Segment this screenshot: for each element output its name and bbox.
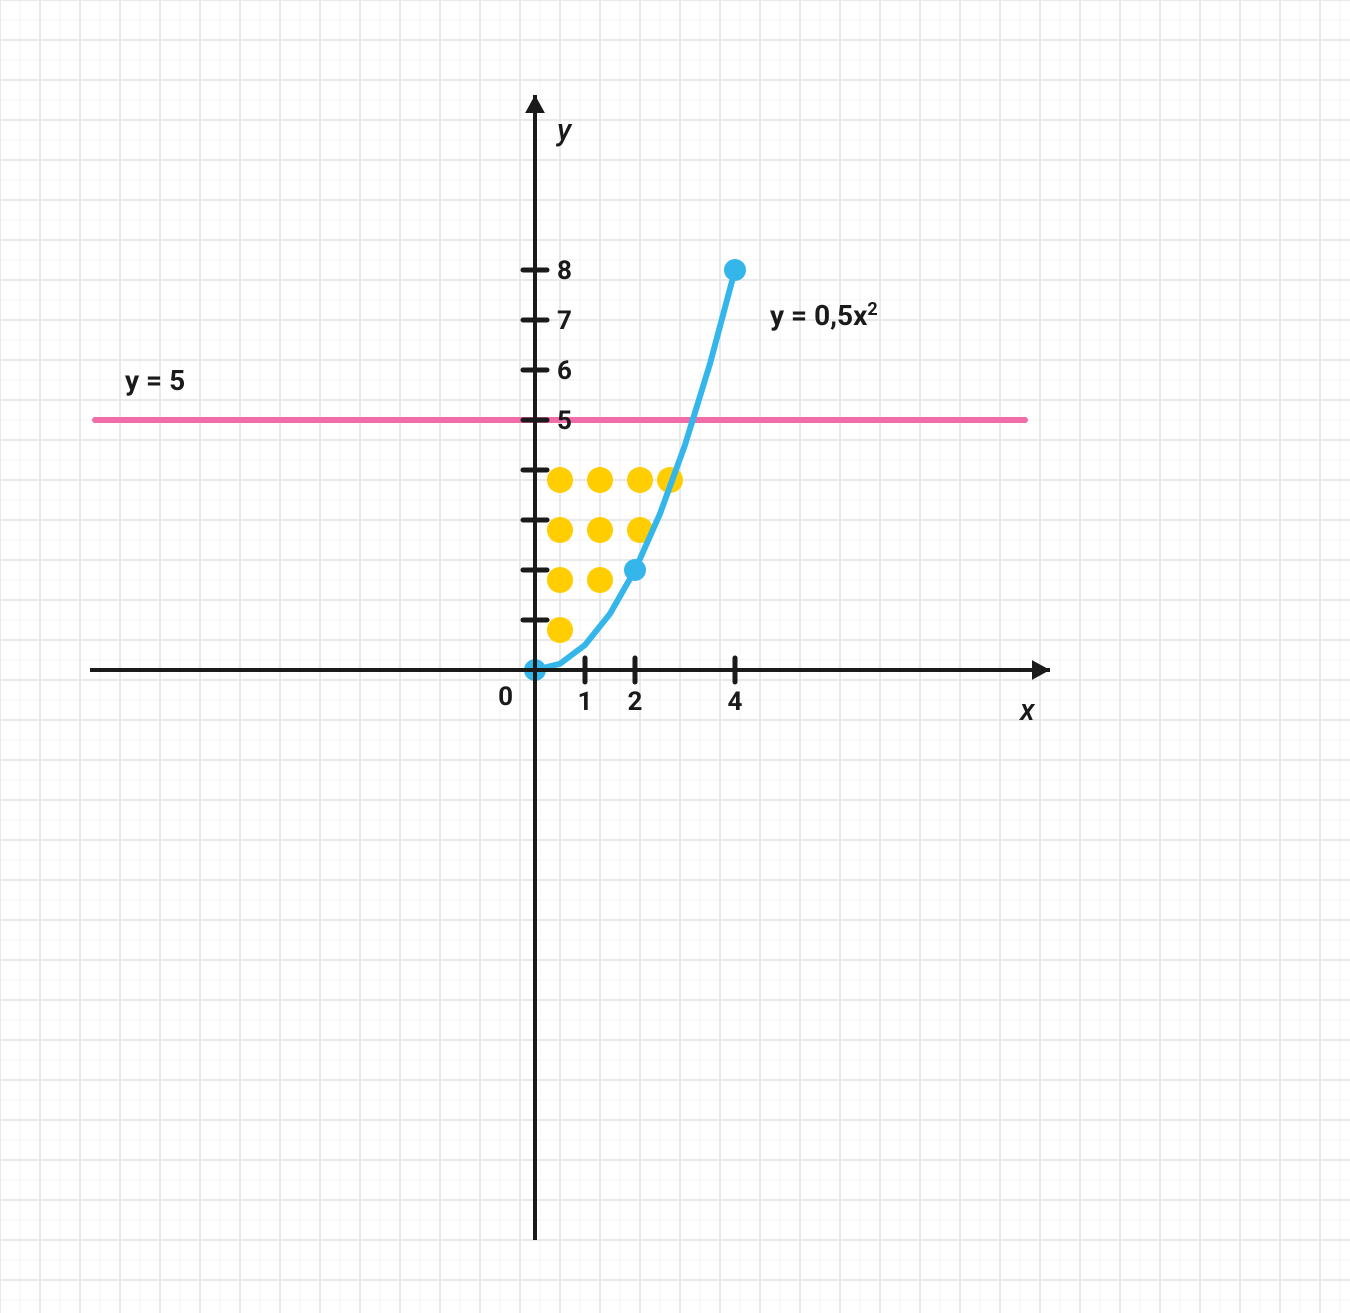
y-tick-label: 5 [557,406,572,436]
math-plot: 1 2 4 5 6 7 8 y x 0 y = 5 y = 0,5x2 [0,0,1350,1313]
curve-label: y = 0,5x2 [770,299,878,333]
y-tick-label: 6 [557,356,572,386]
grid [0,0,1350,1313]
x-tick-label: 1 [578,687,593,717]
x-tick-label: 2 [628,687,643,717]
y-axis-label: y [556,113,573,148]
origin-label: 0 [498,682,513,712]
x-axis-label: x [1018,693,1036,728]
x-tick-label: 4 [728,687,743,717]
axes: 1 2 4 5 6 7 8 y x 0 [90,95,1050,1240]
y-tick-label: 7 [557,306,572,336]
y-tick-label: 8 [557,256,572,286]
shaded-region-dots [547,467,683,643]
h-line-label: y = 5 [125,364,185,397]
